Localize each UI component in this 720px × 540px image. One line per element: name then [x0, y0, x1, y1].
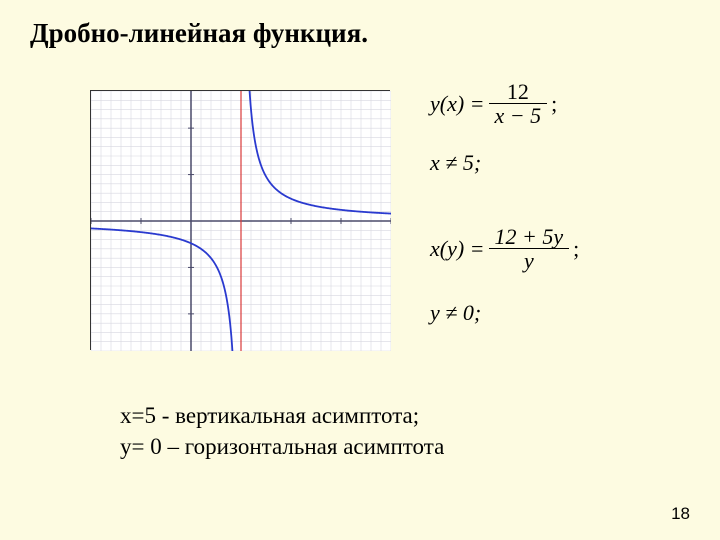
- numerator: 12: [489, 80, 548, 104]
- formula-y-of-x: y(x) = 12 x − 5 ;: [430, 80, 557, 127]
- numerator: 12 + 5y: [489, 225, 570, 249]
- denominator: y: [489, 249, 570, 272]
- denominator: x − 5: [489, 104, 548, 127]
- formula-y-domain: y ≠ 0;: [430, 300, 481, 326]
- formula-x-of-y: x(y) = 12 + 5y y ;: [430, 225, 579, 272]
- semicolon: ;: [551, 91, 557, 117]
- semicolon: ;: [573, 236, 579, 262]
- formula-fraction: 12 x − 5: [489, 80, 548, 127]
- formula-fraction: 12 + 5y y: [489, 225, 570, 272]
- formula-lhs: y(x) =: [430, 91, 485, 117]
- page-number: 18: [671, 504, 690, 524]
- formula-lhs: x(y) =: [430, 236, 485, 262]
- asymptote-caption: х=5 - вертикальная асимптота; у= 0 – гор…: [120, 400, 444, 462]
- caption-line-1: х=5 - вертикальная асимптота;: [120, 400, 444, 431]
- slide-title: Дробно-линейная функция.: [30, 18, 368, 49]
- formula-x-domain: x ≠ 5;: [430, 150, 481, 176]
- function-graph: [90, 90, 390, 350]
- caption-line-2: у= 0 – горизонтальная асимптота: [120, 431, 444, 462]
